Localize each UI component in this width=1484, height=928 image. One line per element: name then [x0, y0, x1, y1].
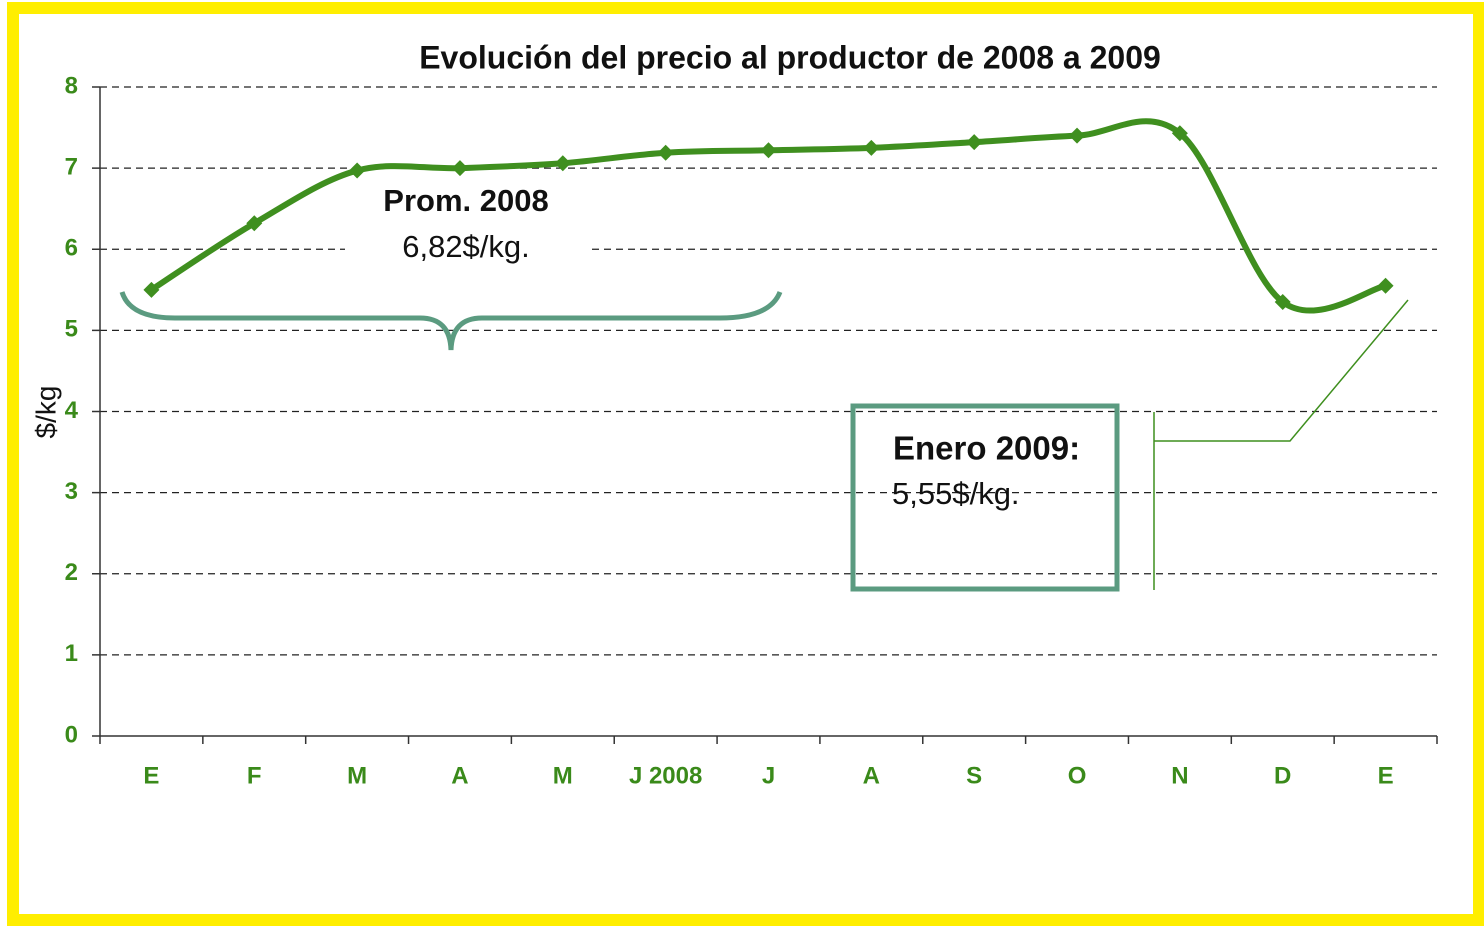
x-tick-label: A [863, 762, 880, 789]
x-tick-label: N [1171, 762, 1188, 789]
y-tick-label: 4 [65, 397, 79, 424]
x-tick-label: J [762, 762, 775, 789]
y-tick-label: 3 [65, 478, 78, 505]
marker [349, 162, 366, 179]
x-tick-label: J 2008 [629, 762, 702, 789]
label-background [345, 180, 590, 272]
callout-box [850, 403, 1120, 592]
grid: 0 1 2 3 4 5 6 7 8 E F M A M J 2008 J A S O N D E [65, 72, 1438, 789]
y-tick-label: 8 [65, 72, 78, 99]
plot [143, 118, 1394, 314]
y-tick-label: 0 [65, 721, 78, 748]
y-axis-label: $/kg [30, 386, 61, 439]
y-tick-label: 2 [65, 559, 78, 586]
x-tick-label: M [553, 762, 573, 789]
chart-title: Evolución del precio al productor de 200… [419, 39, 1161, 75]
x-tick-label: O [1068, 762, 1087, 789]
marker [143, 281, 160, 298]
annotations: Prom. 2008 6,82$/kg. Enero 2009: 5,55$/kg. [345, 180, 1080, 511]
x-tick-label: E [143, 762, 159, 789]
callout-line [1153, 299, 1409, 590]
marker [760, 142, 777, 159]
x-tick-label: D [1274, 762, 1291, 789]
y-tick-label: 1 [65, 640, 78, 667]
y-tick-label: 6 [65, 235, 78, 262]
frame [7, 2, 1484, 926]
marker [657, 144, 674, 161]
x-tick-label: M [347, 762, 367, 789]
marker [554, 155, 571, 172]
marker [246, 215, 263, 232]
marker [451, 160, 468, 177]
marker [1171, 125, 1188, 142]
x-tick-label: A [451, 762, 468, 789]
annotation: 5,55$/kg. [892, 476, 1020, 511]
y-tick-label: 7 [65, 153, 78, 180]
marker [1377, 277, 1394, 294]
x-tick-label: S [966, 762, 982, 789]
marker [1069, 127, 1086, 144]
annotation: Prom. 2008 [383, 183, 548, 218]
annotation: Enero 2009: [893, 430, 1080, 467]
marker [863, 139, 880, 156]
marker [966, 134, 983, 151]
x-tick-label: E [1378, 762, 1394, 789]
y-tick-label: 5 [65, 316, 78, 343]
x-tick-label: F [247, 762, 262, 789]
annotation: 6,82$/kg. [402, 229, 530, 264]
brace [119, 290, 783, 351]
marker [1274, 293, 1291, 310]
